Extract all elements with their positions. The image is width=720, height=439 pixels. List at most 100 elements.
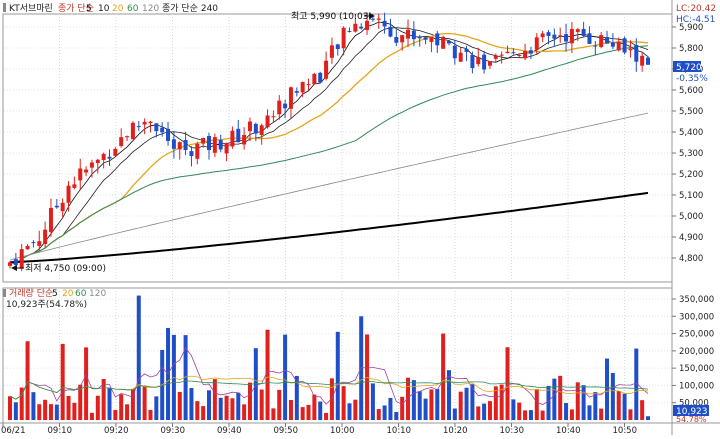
volume-bar[interactable] [511, 399, 516, 420]
volume-bar[interactable] [417, 391, 422, 420]
candle-body[interactable] [622, 38, 627, 53]
volume-bar[interactable] [25, 341, 30, 420]
candle-body[interactable] [470, 55, 475, 69]
volume-bar[interactable] [435, 388, 440, 420]
volume-bar[interactable] [154, 396, 159, 420]
candle-body[interactable] [54, 205, 59, 208]
candle-body[interactable] [78, 168, 83, 181]
candle-body[interactable] [517, 54, 522, 56]
volume-bar[interactable] [288, 399, 293, 420]
candle-body[interactable] [224, 143, 229, 154]
candle-body[interactable] [569, 28, 574, 44]
candle-body[interactable] [72, 184, 77, 188]
candle-body[interactable] [277, 100, 282, 115]
volume-bar[interactable] [72, 402, 77, 420]
candle-body[interactable] [25, 245, 30, 250]
volume-bar[interactable] [271, 408, 276, 420]
volume-bar[interactable] [587, 405, 592, 420]
volume-bar[interactable] [300, 407, 305, 420]
candle-body[interactable] [166, 128, 171, 141]
candle-body[interactable] [406, 29, 411, 39]
candle-body[interactable] [499, 54, 504, 56]
volume-bar[interactable] [622, 393, 627, 420]
volume-bar[interactable] [119, 394, 124, 420]
volume-bar[interactable] [646, 416, 650, 420]
volume-bar[interactable] [382, 405, 387, 420]
candle-body[interactable] [66, 185, 71, 203]
volume-bar[interactable] [376, 409, 381, 420]
candle-body[interactable] [312, 73, 317, 85]
candle-body[interactable] [130, 122, 135, 140]
volume-bar[interactable] [640, 400, 645, 420]
candle-body[interactable] [365, 20, 370, 31]
volume-bar[interactable] [148, 409, 153, 420]
volume-bar[interactable] [400, 396, 405, 420]
volume-bar[interactable] [19, 387, 24, 420]
volume-bar[interactable] [564, 403, 569, 420]
candle-body[interactable] [265, 115, 270, 128]
candle-body[interactable] [259, 125, 264, 136]
volume-bar[interactable] [505, 347, 510, 420]
volume-bar[interactable] [423, 398, 428, 420]
volume-bar[interactable] [48, 404, 53, 420]
volume-bar[interactable] [212, 379, 217, 420]
volume-bar[interactable] [183, 335, 188, 420]
candle-body[interactable] [207, 136, 212, 151]
candle-body[interactable] [230, 130, 235, 147]
candle-body[interactable] [458, 52, 463, 62]
candle-body[interactable] [382, 20, 387, 27]
candle-body[interactable] [587, 33, 592, 44]
candle-body[interactable] [183, 140, 188, 151]
candle-body[interactable] [189, 151, 194, 157]
volume-bar[interactable] [125, 404, 130, 420]
volume-bar[interactable] [406, 377, 411, 420]
candle-body[interactable] [283, 103, 288, 109]
volume-bar[interactable] [84, 347, 89, 420]
candle-body[interactable] [464, 48, 469, 52]
candle-body[interactable] [89, 162, 94, 168]
volume-bar[interactable] [546, 385, 551, 420]
candle-body[interactable] [84, 169, 89, 173]
volume-bar[interactable] [31, 392, 36, 420]
volume-bar[interactable] [312, 394, 317, 420]
candle-body[interactable] [31, 242, 36, 244]
candle-body[interactable] [119, 137, 124, 147]
volume-bar[interactable] [429, 389, 434, 420]
candle-body[interactable] [253, 123, 258, 134]
candle-body[interactable] [101, 153, 106, 161]
candle-body[interactable] [523, 51, 528, 59]
volume-bar[interactable] [318, 401, 323, 420]
volume-bar[interactable] [242, 404, 247, 420]
volume-bar[interactable] [499, 384, 504, 420]
volume-bar[interactable] [441, 333, 446, 420]
candle-body[interactable] [505, 51, 510, 54]
volume-bar[interactable] [218, 397, 223, 420]
volume-bar[interactable] [605, 358, 610, 420]
candle-body[interactable] [329, 45, 334, 58]
volume-bar[interactable] [142, 385, 147, 420]
candle-body[interactable] [417, 36, 422, 39]
volume-bar[interactable] [247, 382, 252, 420]
volume-bar[interactable] [534, 389, 539, 420]
volume-bar[interactable] [470, 384, 475, 420]
volume-bar[interactable] [634, 348, 639, 420]
candle-body[interactable] [370, 18, 375, 20]
volume-bar[interactable] [493, 386, 498, 420]
candle-body[interactable] [452, 45, 457, 59]
candle-body[interactable] [411, 30, 416, 40]
volume-bar[interactable] [95, 395, 100, 420]
volume-bar[interactable] [411, 380, 416, 420]
candle-body[interactable] [212, 137, 217, 153]
candle-body[interactable] [423, 37, 428, 40]
volume-bar[interactable] [482, 403, 487, 420]
volume-bar[interactable] [370, 383, 375, 420]
volume-bar[interactable] [558, 375, 563, 420]
volume-bar[interactable] [329, 378, 334, 420]
candle-body[interactable] [48, 207, 53, 232]
volume-bar[interactable] [487, 401, 492, 420]
candle-body[interactable] [628, 48, 633, 51]
candle-body[interactable] [552, 34, 557, 39]
candle-body[interactable] [300, 82, 305, 93]
volume-bar[interactable] [353, 399, 358, 420]
candle-body[interactable] [511, 52, 516, 54]
